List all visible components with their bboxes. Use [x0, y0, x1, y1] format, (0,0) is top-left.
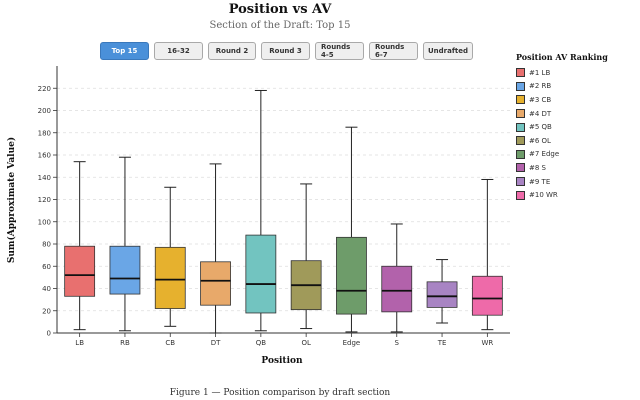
draft-section-tabs: Top 15 16-32 Round 2 Round 3 Rounds 4-5 … — [100, 42, 473, 60]
x-tick-label: WR — [481, 339, 493, 347]
figure-caption: Figure 1 — Position comparison by draft … — [169, 388, 391, 398]
legend-item: #3 CB — [516, 93, 608, 107]
x-axis-title: Position — [261, 356, 303, 366]
y-tick-label: 160 — [38, 152, 51, 160]
legend-item: #9 TE — [516, 175, 608, 189]
legend-swatch — [516, 95, 525, 105]
legend-label: #9 TE — [529, 177, 551, 186]
axes: 0 20 40 60 80 100 120 140 160 180 200 220 LB RB CB DT QB… — [38, 66, 510, 347]
x-tick-label: DT — [211, 339, 221, 347]
legend-swatch — [516, 136, 525, 146]
legend-swatch — [516, 190, 525, 200]
box-dt — [200, 163, 231, 334]
box-lb — [64, 161, 96, 331]
box-s — [381, 223, 413, 333]
legend-label: #1 LB — [529, 68, 551, 77]
box-iqr — [471, 275, 503, 316]
tab-undrafted[interactable]: Undrafted — [423, 42, 473, 60]
x-tick-label: OL — [301, 339, 311, 347]
y-tick-label: 0 — [47, 330, 51, 338]
legend-label: #2 RB — [529, 82, 552, 91]
legend-label: #6 OL — [529, 136, 551, 145]
tab-round-2[interactable]: Round 2 — [208, 42, 256, 60]
y-tick-label: 180 — [38, 129, 51, 137]
legend-item: #2 RB — [516, 80, 608, 94]
legend-label: #8 S — [529, 163, 546, 172]
legend-label: #10 WR — [529, 191, 558, 200]
legend-item: #8 S — [516, 161, 608, 175]
box-ol — [290, 183, 322, 330]
box-rb — [109, 156, 141, 332]
legend-item: #5 QB — [516, 120, 608, 134]
box-iqr — [64, 245, 96, 297]
chart-title: Position vs AV — [228, 2, 332, 17]
legend-item: #6 OL — [516, 134, 608, 148]
legend-swatch — [516, 81, 525, 91]
x-tick-label: S — [395, 339, 400, 347]
y-tick-label: 100 — [38, 218, 51, 226]
x-tick-label: Edge — [343, 339, 361, 347]
tab-round-3[interactable]: Round 3 — [261, 42, 310, 60]
legend-item: #1 LB — [516, 66, 608, 80]
tab-rounds-6-7[interactable]: Rounds 6-7 — [369, 42, 418, 60]
y-tick-label: 20 — [42, 307, 51, 315]
box-series — [64, 89, 503, 334]
legend-swatch — [516, 163, 525, 173]
legend: Position AV Ranking #1 LB #2 RB #3 CB #4 DT… — [516, 52, 608, 202]
x-tick-label: QB — [256, 339, 267, 347]
box-iqr — [426, 281, 458, 308]
tab-rounds-4-5[interactable]: Rounds 4-5 — [315, 42, 364, 60]
x-tick-label: CB — [165, 339, 175, 347]
legend-title: Position AV Ranking — [516, 52, 608, 62]
legend-item: #10 WR — [516, 188, 608, 202]
legend-label: #4 DT — [529, 109, 552, 118]
box-cb — [154, 186, 186, 327]
box-iqr — [200, 261, 231, 306]
box-iqr — [154, 246, 186, 309]
box-te — [426, 259, 458, 324]
legend-swatch — [516, 68, 525, 78]
x-tick-label: LB — [75, 339, 84, 347]
legend-swatch — [516, 177, 525, 187]
tab-top-15[interactable]: Top 15 — [100, 42, 149, 60]
legend-label: #5 QB — [529, 123, 552, 132]
y-tick-label: 60 — [42, 263, 51, 271]
box-iqr — [245, 234, 277, 314]
box-iqr — [336, 236, 367, 315]
legend-swatch — [516, 109, 525, 119]
box-iqr — [381, 265, 413, 313]
box-iqr — [109, 245, 141, 295]
legend-label: #7 Edge — [529, 150, 560, 159]
y-tick-label: 120 — [38, 196, 51, 204]
box-qb — [245, 89, 277, 332]
legend-items: #1 LB #2 RB #3 CB #4 DT #5 QB #6 OL #7 Edge #8 … — [516, 66, 608, 202]
x-tick-label: RB — [120, 339, 130, 347]
y-tick-label: 40 — [42, 285, 51, 293]
y-axis-title: Sum(Approximate Value) — [6, 137, 17, 263]
y-tick-label: 220 — [38, 85, 51, 93]
y-tick-label: 80 — [42, 241, 51, 249]
legend-swatch — [516, 149, 525, 159]
legend-item: #7 Edge — [516, 148, 608, 162]
y-tick-label: 200 — [38, 107, 51, 115]
box-edge — [336, 126, 367, 333]
legend-item: #4 DT — [516, 107, 608, 121]
legend-label: #3 CB — [529, 95, 552, 104]
tab-16-32[interactable]: 16-32 — [154, 42, 203, 60]
box-wr — [471, 178, 503, 331]
legend-swatch — [516, 122, 525, 132]
y-tick-label: 140 — [38, 174, 51, 182]
x-tick-label: TE — [437, 339, 447, 347]
chart-subtitle: Section of the Draft: Top 15 — [209, 20, 351, 31]
